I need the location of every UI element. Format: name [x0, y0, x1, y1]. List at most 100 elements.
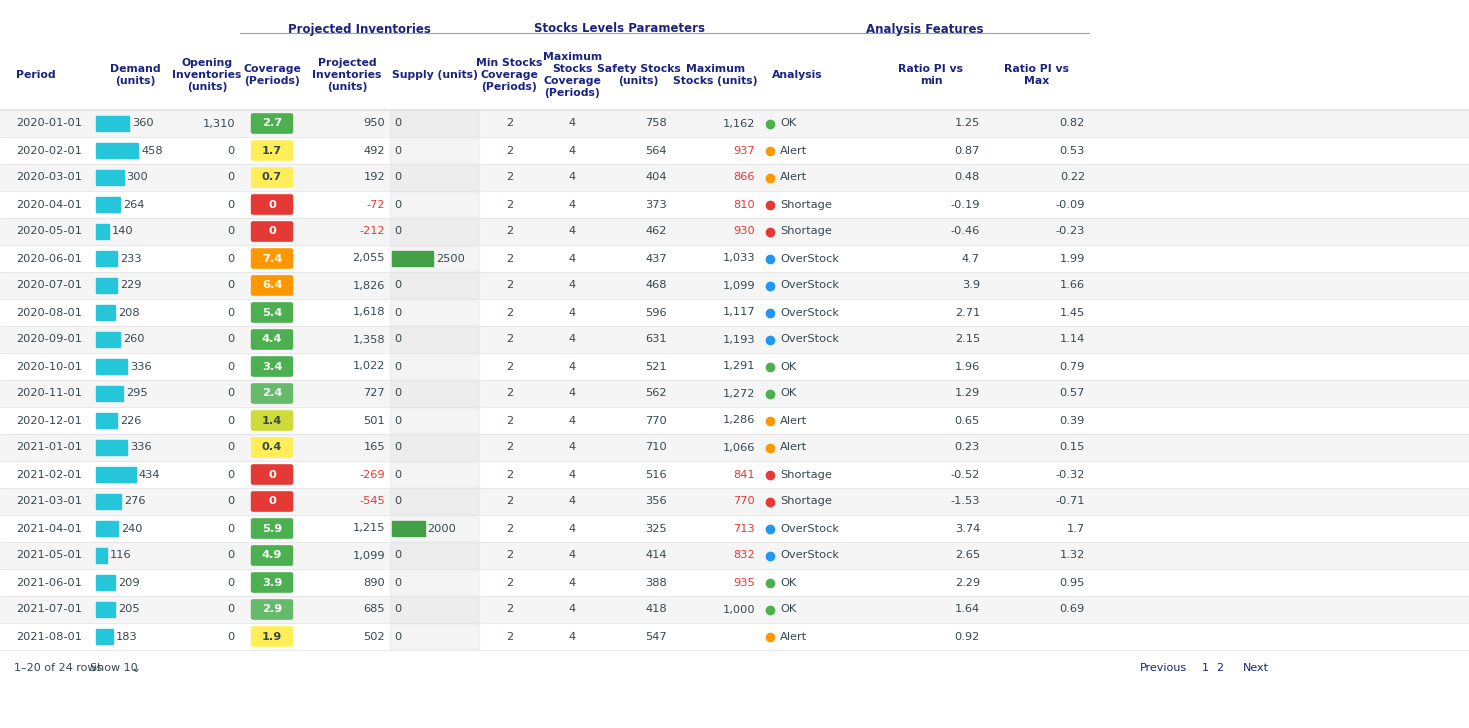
Text: 437: 437 — [645, 253, 667, 264]
Text: 0: 0 — [228, 496, 235, 507]
Text: Shortage: Shortage — [780, 199, 831, 210]
Text: 1.9: 1.9 — [261, 631, 282, 641]
FancyBboxPatch shape — [251, 573, 292, 592]
Text: 336: 336 — [129, 362, 151, 371]
Bar — [0, 461, 1469, 488]
Bar — [0, 245, 1469, 272]
Text: 2: 2 — [505, 604, 513, 614]
Text: 1: 1 — [1202, 663, 1209, 673]
Text: Analysis: Analysis — [773, 70, 823, 80]
Text: 458: 458 — [141, 146, 163, 156]
Bar — [389, 408, 479, 433]
Text: 4: 4 — [569, 173, 576, 183]
Text: Opening
Inventories
(units): Opening Inventories (units) — [172, 58, 242, 92]
Text: Demand
(units): Demand (units) — [110, 64, 160, 86]
Text: 0.95: 0.95 — [1059, 577, 1086, 587]
Text: 0: 0 — [228, 604, 235, 614]
Text: 2: 2 — [1216, 663, 1224, 673]
Text: 0: 0 — [394, 119, 401, 129]
Text: -72: -72 — [366, 199, 385, 210]
Text: 0: 0 — [228, 389, 235, 398]
Text: 4: 4 — [569, 280, 576, 290]
Text: 1.7: 1.7 — [1066, 523, 1086, 534]
Text: 1,000: 1,000 — [723, 604, 755, 614]
Bar — [95, 440, 126, 454]
Text: 356: 356 — [645, 496, 667, 507]
Text: 1,215: 1,215 — [353, 523, 385, 534]
Text: 562: 562 — [645, 389, 667, 398]
Text: 0: 0 — [267, 470, 276, 480]
Bar — [95, 116, 129, 130]
Text: 0.39: 0.39 — [1059, 416, 1086, 425]
Text: 183: 183 — [116, 631, 138, 641]
Text: 3.9: 3.9 — [261, 577, 282, 587]
Text: 2.29: 2.29 — [955, 577, 980, 587]
Text: OK: OK — [780, 577, 796, 587]
Text: 841: 841 — [733, 470, 755, 480]
Text: 770: 770 — [645, 416, 667, 425]
Text: Alert: Alert — [780, 416, 808, 425]
Text: Projected
Inventories
(units): Projected Inventories (units) — [313, 58, 382, 92]
Text: 547: 547 — [645, 631, 667, 641]
Bar — [389, 165, 479, 190]
Text: 260: 260 — [123, 334, 144, 344]
Bar — [95, 360, 126, 373]
FancyBboxPatch shape — [251, 195, 292, 214]
Text: 462: 462 — [645, 226, 667, 237]
Bar — [0, 407, 1469, 434]
Text: 4: 4 — [569, 334, 576, 344]
Bar — [389, 624, 479, 649]
Text: 1–20 of 24 rows: 1–20 of 24 rows — [15, 663, 103, 673]
Text: 1.29: 1.29 — [955, 389, 980, 398]
Text: 0.4: 0.4 — [261, 443, 282, 453]
Text: 937: 937 — [733, 146, 755, 156]
Text: 492: 492 — [363, 146, 385, 156]
Text: 2020-06-01: 2020-06-01 — [16, 253, 82, 264]
Text: 1.64: 1.64 — [955, 604, 980, 614]
Text: 521: 521 — [645, 362, 667, 371]
Text: 2.4: 2.4 — [261, 389, 282, 398]
Text: 360: 360 — [132, 119, 154, 129]
Text: OK: OK — [780, 119, 796, 129]
Text: 0.65: 0.65 — [955, 416, 980, 425]
Text: 2020-01-01: 2020-01-01 — [16, 119, 82, 129]
Bar — [389, 597, 479, 622]
Text: 2: 2 — [505, 523, 513, 534]
Text: Ratio PI vs
Max: Ratio PI vs Max — [1005, 64, 1069, 86]
Text: 0: 0 — [267, 199, 276, 210]
Text: 0: 0 — [394, 443, 401, 453]
Text: 2.7: 2.7 — [261, 119, 282, 129]
Text: 758: 758 — [645, 119, 667, 129]
Bar — [389, 462, 479, 487]
Text: 1.99: 1.99 — [1059, 253, 1086, 264]
Text: 2: 2 — [505, 253, 513, 264]
Text: 2021-05-01: 2021-05-01 — [16, 550, 82, 561]
Text: 0: 0 — [394, 280, 401, 290]
Text: 1.66: 1.66 — [1059, 280, 1086, 290]
Text: 2: 2 — [505, 119, 513, 129]
Bar — [0, 434, 1469, 461]
Text: 0.53: 0.53 — [1059, 146, 1086, 156]
Text: -0.09: -0.09 — [1056, 199, 1086, 210]
Text: 2: 2 — [505, 307, 513, 317]
Text: Coverage
(Periods): Coverage (Periods) — [242, 64, 301, 86]
Text: Period: Period — [16, 70, 56, 80]
Text: 2.71: 2.71 — [955, 307, 980, 317]
Text: -269: -269 — [360, 470, 385, 480]
Bar — [95, 575, 115, 590]
FancyBboxPatch shape — [251, 168, 292, 187]
Text: 0: 0 — [228, 631, 235, 641]
Text: Alert: Alert — [780, 443, 808, 453]
Text: 0: 0 — [228, 226, 235, 237]
FancyBboxPatch shape — [251, 222, 292, 241]
FancyBboxPatch shape — [251, 411, 292, 430]
Text: 468: 468 — [645, 280, 667, 290]
Text: 2021-01-01: 2021-01-01 — [16, 443, 82, 453]
Text: 4: 4 — [569, 146, 576, 156]
Text: 1,117: 1,117 — [723, 307, 755, 317]
Text: OverStock: OverStock — [780, 550, 839, 561]
Text: 2: 2 — [505, 550, 513, 561]
Text: 116: 116 — [110, 550, 131, 561]
Text: 1,618: 1,618 — [353, 307, 385, 317]
Bar — [95, 224, 109, 239]
